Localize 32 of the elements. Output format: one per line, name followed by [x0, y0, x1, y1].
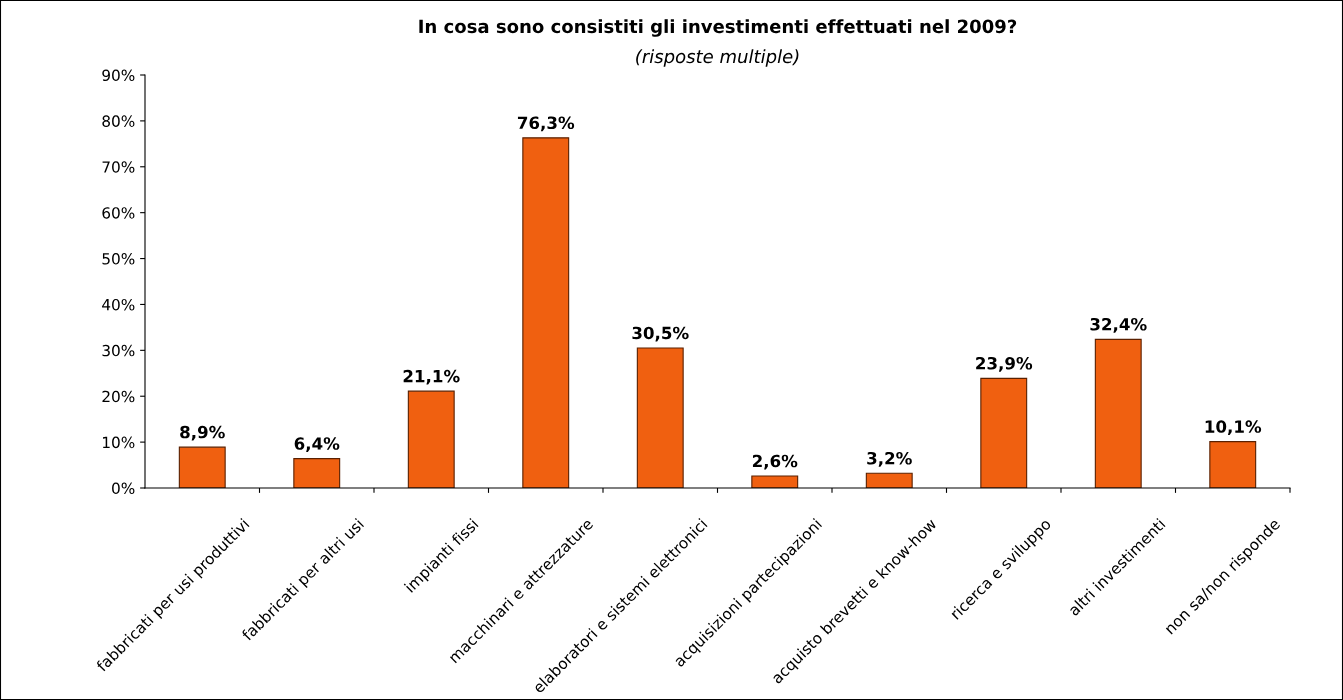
data-label: 23,9% [976, 356, 1033, 372]
data-label: 8,9% [180, 425, 225, 441]
bar [636, 347, 684, 488]
y-tick-label: 80% [102, 115, 135, 127]
data-label: 76,3% [517, 116, 575, 132]
data-label: 30,5% [632, 326, 689, 342]
y-tick-label: 0% [112, 482, 135, 495]
bar [751, 475, 799, 488]
y-tick-label: 70% [102, 161, 135, 173]
data-label: 21,1% [403, 369, 460, 385]
bar [980, 377, 1028, 488]
y-tick-label: 90% [102, 69, 135, 82]
data-label: 2,6% [752, 454, 798, 470]
data-label: 10,1% [1205, 420, 1262, 435]
chart-subtitle: (risposte multiple) [636, 49, 799, 67]
y-tick-label: 60% [102, 207, 135, 219]
y-tick-label: 20% [102, 390, 135, 403]
bar [178, 446, 226, 488]
data-label: 32,4% [1090, 317, 1147, 333]
bar [865, 472, 913, 488]
data-label: 3,2% [867, 451, 912, 467]
bar [1209, 441, 1257, 488]
bar [407, 390, 455, 488]
bar [293, 458, 341, 488]
y-tick-label: 30% [102, 344, 135, 357]
y-tick-label: 40% [102, 298, 135, 311]
bar [522, 137, 570, 488]
y-tick-label: 50% [102, 253, 135, 265]
data-label: 6,4% [294, 437, 340, 452]
chart-title: In cosa sono consistiti gli investimenti effettuati nel 2009? [419, 19, 1017, 37]
y-tick-label: 10% [103, 436, 135, 449]
bar [1094, 338, 1142, 488]
